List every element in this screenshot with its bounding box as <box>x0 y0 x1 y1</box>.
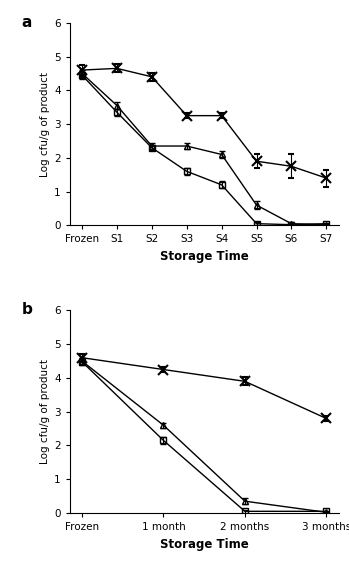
Text: a: a <box>21 15 32 30</box>
Text: b: b <box>21 302 32 317</box>
Y-axis label: Log cfu/g of product: Log cfu/g of product <box>40 359 50 464</box>
X-axis label: Storage Time: Storage Time <box>160 538 248 551</box>
X-axis label: Storage Time: Storage Time <box>160 250 248 263</box>
Y-axis label: Log cfu/g of product: Log cfu/g of product <box>40 72 50 177</box>
